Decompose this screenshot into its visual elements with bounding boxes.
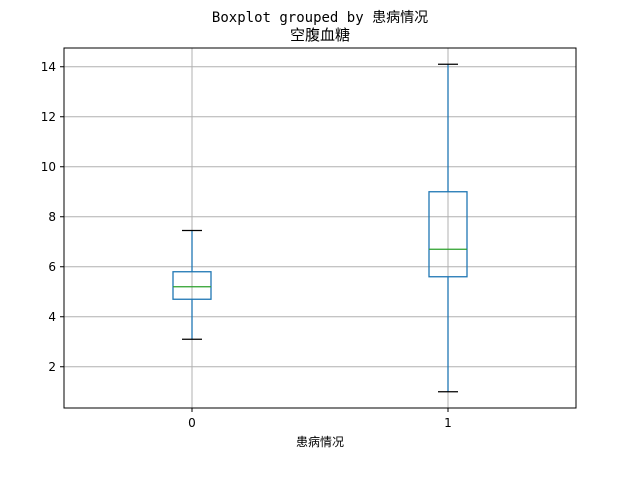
y-tick-label: 8 xyxy=(48,210,56,224)
y-axis-ticks: 2 4 6 8 10 12 14 xyxy=(41,60,64,374)
box-group-1 xyxy=(428,63,468,393)
y-tick-label: 2 xyxy=(48,360,56,374)
x-tick-label: 0 xyxy=(188,416,196,430)
y-tick-label: 14 xyxy=(41,60,56,74)
plot-frame xyxy=(63,47,577,409)
y-tick-label: 6 xyxy=(48,260,56,274)
grid-lines xyxy=(64,48,576,408)
iqr-box xyxy=(172,271,212,300)
y-tick-label: 4 xyxy=(48,310,56,324)
chart-title: 空腹血糖 xyxy=(290,26,350,44)
chart-suptitle: Boxplot grouped by 患病情况 xyxy=(212,10,428,26)
boxes xyxy=(172,63,468,393)
x-axis-label: 患病情况 xyxy=(296,434,344,449)
x-tick-label: 1 xyxy=(444,416,452,430)
box-group-0 xyxy=(172,229,212,340)
y-tick-label: 10 xyxy=(41,160,56,174)
y-tick-label: 12 xyxy=(41,110,56,124)
iqr-box xyxy=(428,191,468,278)
